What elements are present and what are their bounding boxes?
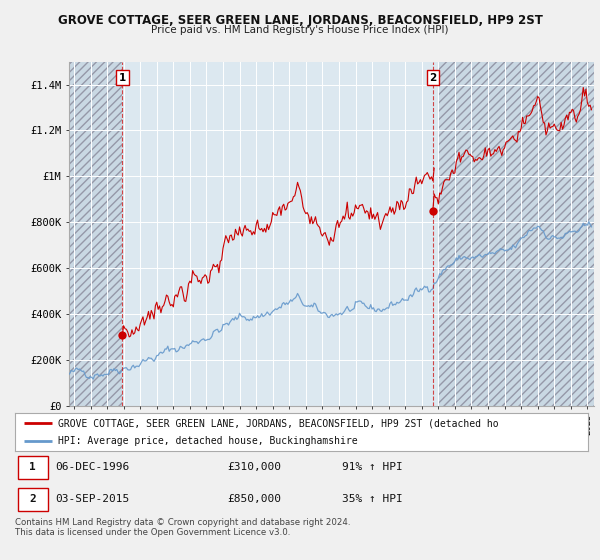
Text: £310,000: £310,000 [227,462,281,472]
Text: 1: 1 [119,73,126,83]
FancyBboxPatch shape [18,456,47,479]
Text: HPI: Average price, detached house, Buckinghamshire: HPI: Average price, detached house, Buck… [58,436,358,446]
Text: Contains HM Land Registry data © Crown copyright and database right 2024.
This d: Contains HM Land Registry data © Crown c… [15,518,350,538]
Text: 06-DEC-1996: 06-DEC-1996 [55,462,130,472]
Text: GROVE COTTAGE, SEER GREEN LANE, JORDANS, BEACONSFIELD, HP9 2ST (detached ho: GROVE COTTAGE, SEER GREEN LANE, JORDANS,… [58,418,499,428]
Text: 03-SEP-2015: 03-SEP-2015 [55,494,130,505]
Bar [439,62,594,406]
Text: Price paid vs. HM Land Registry's House Price Index (HPI): Price paid vs. HM Land Registry's House … [151,25,449,35]
Text: 2: 2 [29,494,36,505]
Bar [69,62,122,406]
FancyBboxPatch shape [18,488,47,511]
Text: 35% ↑ HPI: 35% ↑ HPI [341,494,403,505]
Text: GROVE COTTAGE, SEER GREEN LANE, JORDANS, BEACONSFIELD, HP9 2ST: GROVE COTTAGE, SEER GREEN LANE, JORDANS,… [58,14,542,27]
Text: 1: 1 [29,462,36,472]
Text: 91% ↑ HPI: 91% ↑ HPI [341,462,403,472]
Text: £850,000: £850,000 [227,494,281,505]
Text: 2: 2 [429,73,436,83]
